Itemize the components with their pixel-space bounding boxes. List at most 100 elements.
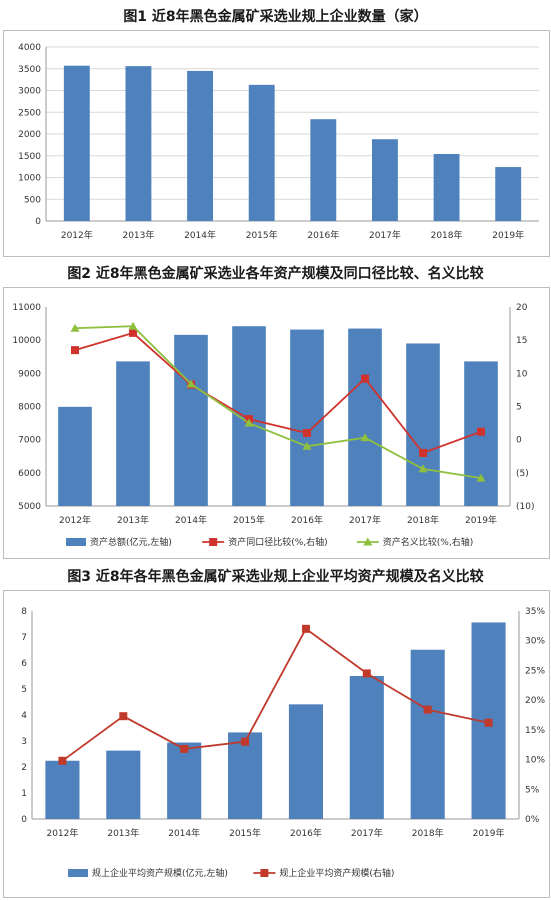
line-point: [423, 705, 432, 714]
y-left-tick-label: 4000: [18, 43, 41, 53]
figure2-chart-panel: 5000 6000 7000 8000 9000 10000 11000 (10) (5) 0 5 1…: [3, 287, 550, 559]
y-left-tick-label: 5: [21, 685, 27, 695]
figure2-title: 图2 近8年黑色金属矿采选业各年资产规模及同口径比较、名义比较: [67, 266, 484, 282]
y-left-tick-label: 1500: [18, 152, 41, 162]
y-right-tick-label: 5%: [525, 785, 540, 795]
y-right-tick-label: 20%: [525, 696, 545, 706]
x-tick-label: 2017年: [351, 827, 383, 839]
legend-bar-swatch: [68, 869, 88, 877]
y-left-tick-label: 10000: [12, 336, 41, 346]
y-right-tick-label: 0%: [525, 815, 540, 825]
y-left-tick-label: 9000: [18, 369, 41, 379]
x-tick-label: 2018年: [407, 514, 439, 526]
figure2-chart: 5000 6000 7000 8000 9000 10000 11000 (10) (5) 0 5 1…: [12, 303, 534, 548]
bar: [349, 676, 384, 819]
y-right-tick-label: 5: [516, 403, 522, 413]
y-left-tick-label: 3500: [18, 65, 41, 75]
x-tick-label: 2019年: [473, 827, 505, 839]
line-point: [303, 429, 311, 438]
line-point: [186, 379, 196, 388]
x-tick-label: 2015年: [233, 514, 265, 526]
line-point: [119, 712, 128, 721]
line-point: [418, 464, 428, 473]
bar: [288, 704, 323, 819]
bar: [406, 343, 440, 506]
legend-label: 规上企业平均资产规模(亿元,左轴): [92, 867, 228, 879]
line-point: [360, 433, 370, 442]
y-left-tick-label: 2000: [18, 130, 41, 140]
line-point: [129, 328, 137, 337]
bar: [106, 750, 141, 819]
y-right-tick-label: 0: [516, 436, 522, 446]
figure3-title: 图3 近8年各年黑色金属矿采选业规上企业平均资产规模及名义比较: [67, 569, 484, 585]
x-tick-label: 2015年: [246, 229, 278, 241]
figure3-chart: 0 1 2 3 4 5 6 7 8 0% 5% 10% 15% 20% 25% 30% 35% 2012年 2013…: [21, 607, 545, 879]
x-tick-label: 2014年: [175, 514, 207, 526]
y-right-tick-label: 15%: [525, 726, 545, 736]
line-point: [58, 756, 67, 765]
series-line: [74, 331, 482, 454]
bar: [167, 742, 202, 819]
x-tick-label: 2013年: [107, 827, 139, 839]
bar: [63, 65, 90, 221]
line-point: [180, 744, 189, 753]
y-left-tick-label: 8: [21, 607, 27, 617]
y-right-tick-label: 25%: [525, 666, 545, 676]
y-left-tick-label: 1: [21, 789, 27, 799]
line-point: [477, 427, 485, 436]
x-tick-label: 2016年: [307, 229, 339, 241]
figure1-chart-panel: 0 500 1000 1500 2000 2500 3000 3500 4000 2012年 201…: [3, 30, 550, 257]
x-tick-label: 2016年: [290, 827, 322, 839]
y-right-tick-label: 10%: [525, 756, 545, 766]
x-tick-label: 2013年: [122, 229, 154, 241]
bar: [410, 649, 445, 819]
x-tick-label: 2014年: [168, 827, 200, 839]
legend-label: 资产总额(亿元,左轴): [90, 536, 172, 548]
line-point: [361, 374, 369, 383]
bar: [495, 167, 522, 221]
legend-marker: [260, 869, 269, 877]
bar: [45, 760, 80, 819]
bar: [433, 154, 460, 221]
bar: [290, 329, 324, 506]
x-tick-label: 2018年: [431, 229, 463, 241]
y-left-tick-label: 0: [21, 815, 27, 825]
y-left-tick-label: 4: [21, 711, 27, 721]
line-point: [302, 441, 312, 450]
line-point: [71, 346, 79, 355]
y-right-tick-label: (5): [516, 469, 529, 479]
y-left-tick-label: 7000: [18, 436, 41, 446]
y-left-tick-label: 500: [24, 195, 41, 205]
bar: [371, 139, 398, 221]
line-point: [362, 669, 371, 678]
figure1-chart: 0 500 1000 1500 2000 2500 3000 3500 4000 2012年 201…: [18, 43, 539, 241]
bar: [174, 334, 208, 506]
y-right-tick-label: 35%: [525, 607, 545, 617]
x-tick-label: 2012年: [46, 827, 78, 839]
y-right-tick-label: (10): [516, 502, 534, 512]
legend-label: 资产同口径比较(%,右轴): [228, 536, 327, 548]
y-left-tick-label: 5000: [18, 502, 41, 512]
y-left-tick-label: 3: [21, 737, 27, 747]
x-tick-label: 2018年: [412, 827, 444, 839]
legend-label: 资产名义比较(%,右轴): [383, 536, 473, 548]
bar: [248, 84, 275, 221]
y-left-tick-label: 7: [21, 633, 27, 643]
figure1-title: 图1 近8年黑色金属矿采选业规上企业数量（家）: [123, 9, 428, 25]
x-tick-label: 2019年: [465, 514, 497, 526]
y-left-tick-label: 2500: [18, 108, 41, 118]
y-right-tick-label: 30%: [525, 637, 545, 647]
line-point: [70, 323, 80, 332]
bar: [310, 119, 337, 221]
y-left-tick-label: 0: [35, 217, 41, 227]
bar: [125, 66, 152, 221]
y-left-tick-label: 6000: [18, 469, 41, 479]
x-tick-label: 2013年: [117, 514, 149, 526]
legend-marker: [363, 537, 373, 546]
x-tick-label: 2019年: [492, 229, 524, 241]
x-tick-label: 2016年: [291, 514, 323, 526]
bar: [187, 70, 214, 221]
y-left-tick-label: 2: [21, 763, 27, 773]
x-tick-label: 2017年: [349, 514, 381, 526]
legend-bar-swatch: [66, 538, 86, 546]
